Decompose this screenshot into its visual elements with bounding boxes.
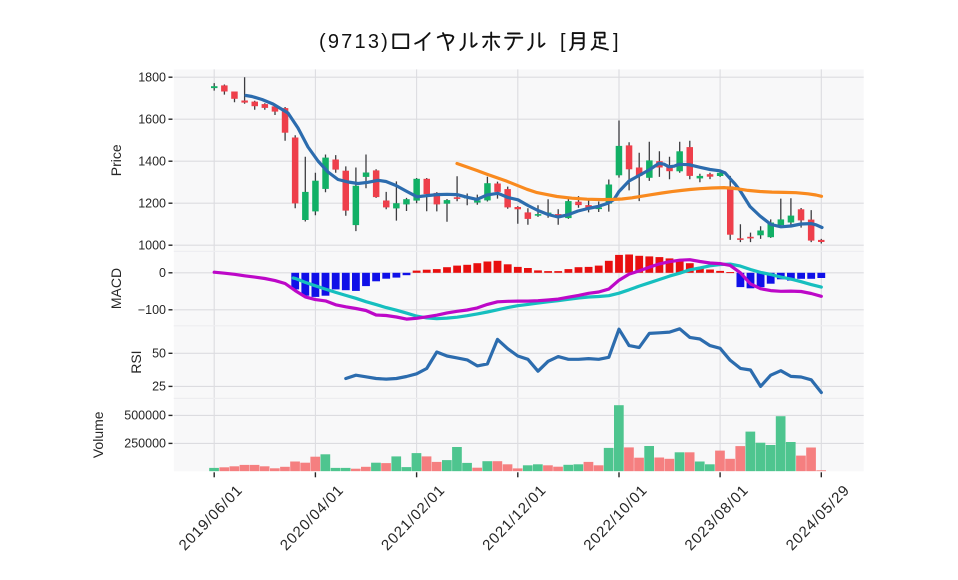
svg-text:25: 25 bbox=[152, 380, 166, 394]
svg-text:1400: 1400 bbox=[138, 155, 166, 169]
svg-text:RSI: RSI bbox=[128, 350, 144, 373]
svg-text:(9713): (9713) bbox=[319, 31, 390, 53]
svg-text:50: 50 bbox=[152, 347, 166, 361]
svg-text:0: 0 bbox=[159, 266, 166, 280]
svg-text:500000: 500000 bbox=[124, 409, 166, 423]
svg-text:250000: 250000 bbox=[124, 437, 166, 451]
svg-text:1800: 1800 bbox=[138, 71, 166, 85]
svg-text:1600: 1600 bbox=[138, 113, 166, 127]
svg-text:1200: 1200 bbox=[138, 197, 166, 211]
svg-text:−100: −100 bbox=[138, 303, 166, 317]
svg-text:MACD: MACD bbox=[108, 268, 124, 309]
svg-text:Price: Price bbox=[108, 144, 124, 176]
svg-text:Volume: Volume bbox=[90, 411, 106, 458]
svg-text:1000: 1000 bbox=[138, 239, 166, 253]
svg-text:]: ] bbox=[613, 31, 619, 53]
svg-text:[: [ bbox=[560, 31, 566, 53]
